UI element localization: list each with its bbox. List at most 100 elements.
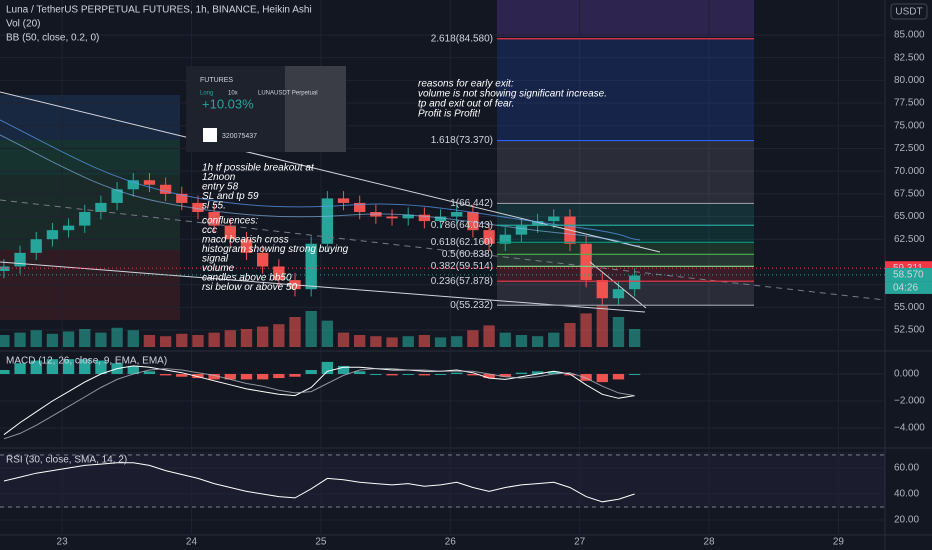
share-card: FUTURES Long 10x LUNAUSDT Perpetual +10.… [186,66,346,152]
volume-bar [321,320,334,347]
candle-body [612,289,625,299]
zone [0,140,180,175]
annotation: volume is not showing significant increa… [418,89,607,100]
annotation: 12noon [202,172,236,183]
fib-zone [497,140,754,204]
fib-label: 0.382(59.514) [431,261,493,272]
y-tick-label: 75.000 [894,120,925,131]
volume-bar [143,335,156,347]
candle-body [30,239,42,253]
candle-body [499,234,511,244]
y-tick-label: −4.000 [894,423,925,434]
annotation: confluences: [202,216,258,227]
candle-body [386,216,398,219]
annotation: signal [202,254,229,265]
marks-layer [0,172,641,503]
candle-body [531,221,544,226]
macd-hist [499,374,511,377]
annotation: reasons for early exit: [418,79,514,90]
macd-hist [418,374,431,376]
macd-hist [564,374,576,376]
candle-body [111,189,123,203]
candle-body [402,214,414,219]
candle-body [451,211,463,217]
macd-hist [337,365,350,375]
card-side: Long [200,91,213,97]
macd-hist [0,369,10,375]
candle-body [483,230,495,244]
candle-body [224,225,236,240]
x-tick-label: 24 [186,537,198,548]
macd-hist [256,374,269,380]
y-tick-label: 55.000 [894,302,925,313]
fib-label: 1(66.442) [450,198,493,209]
candle-body [628,275,641,290]
candle-body [46,230,59,240]
macd-hist [79,359,91,375]
macd-hist [224,374,236,380]
y-tick-label: 52.500 [894,325,925,336]
timer-badge [885,281,932,294]
candle-body [176,193,188,203]
y-tick-label: −2.000 [894,396,925,407]
card-code: 320075437 [222,133,257,140]
indicator-label: BB (50, close, 0.2, 0) [6,33,99,44]
fib-zone [497,203,754,226]
volume-bar [176,333,188,347]
volume-bar [273,324,285,347]
qr [203,128,217,142]
macd-hist [515,372,528,375]
card-leverage: 10x [228,91,238,97]
candle-body [0,266,10,272]
volume-bar [14,332,26,347]
fib-zone [497,254,754,267]
macd-hist [30,360,42,375]
currency-badge[interactable] [890,3,928,20]
fib-label: 2.618(84.580) [431,33,493,44]
candle-body [596,280,608,299]
y-tick-label: 77.500 [894,98,925,109]
volume-bar [548,332,560,347]
fib-zone [497,281,754,306]
macd-hist [127,365,139,375]
volume-bar [256,326,269,347]
volume-bar [596,305,608,347]
volume-bar [192,335,204,347]
card-pnl: +10.03% [202,96,254,111]
y-tick-label: 70.000 [894,166,925,177]
macd-hist [240,374,253,380]
volume-bar [159,336,172,347]
volume-bar [515,335,528,347]
under-layer [0,0,885,535]
fib-zone [497,266,754,282]
trend-line [0,199,886,301]
macd-hist [289,374,301,377]
macd-hist [143,371,156,375]
candle-body [467,211,479,231]
volume-bar [580,313,592,347]
volume-bar [386,337,398,347]
y-tick-label: 20.00 [894,515,919,526]
candle-body [256,252,269,267]
volume-bar [451,336,463,347]
volume-bar [224,330,236,347]
trend-line [0,261,646,313]
candle-body [580,243,592,281]
annotation: histogram showing strong buying [202,244,349,255]
fib-zone [497,38,754,141]
macd-hist [305,369,317,375]
candle-body [143,180,156,185]
volume-bar [564,323,576,347]
fib-label: 0.618(62.160) [431,237,493,248]
x-tick-label: 26 [445,537,457,548]
x-tick-label: 25 [315,537,327,548]
y-tick-label: 80.000 [894,75,925,86]
rsi-label: RSI (30, close, SMA, 14, 2) [6,455,127,466]
candle-body [418,214,431,222]
y-tick-label: 40.00 [894,489,919,500]
macd-hist [596,374,608,383]
macd-hist [354,371,366,375]
fib-zone [497,242,754,255]
macd-hist [467,374,479,376]
